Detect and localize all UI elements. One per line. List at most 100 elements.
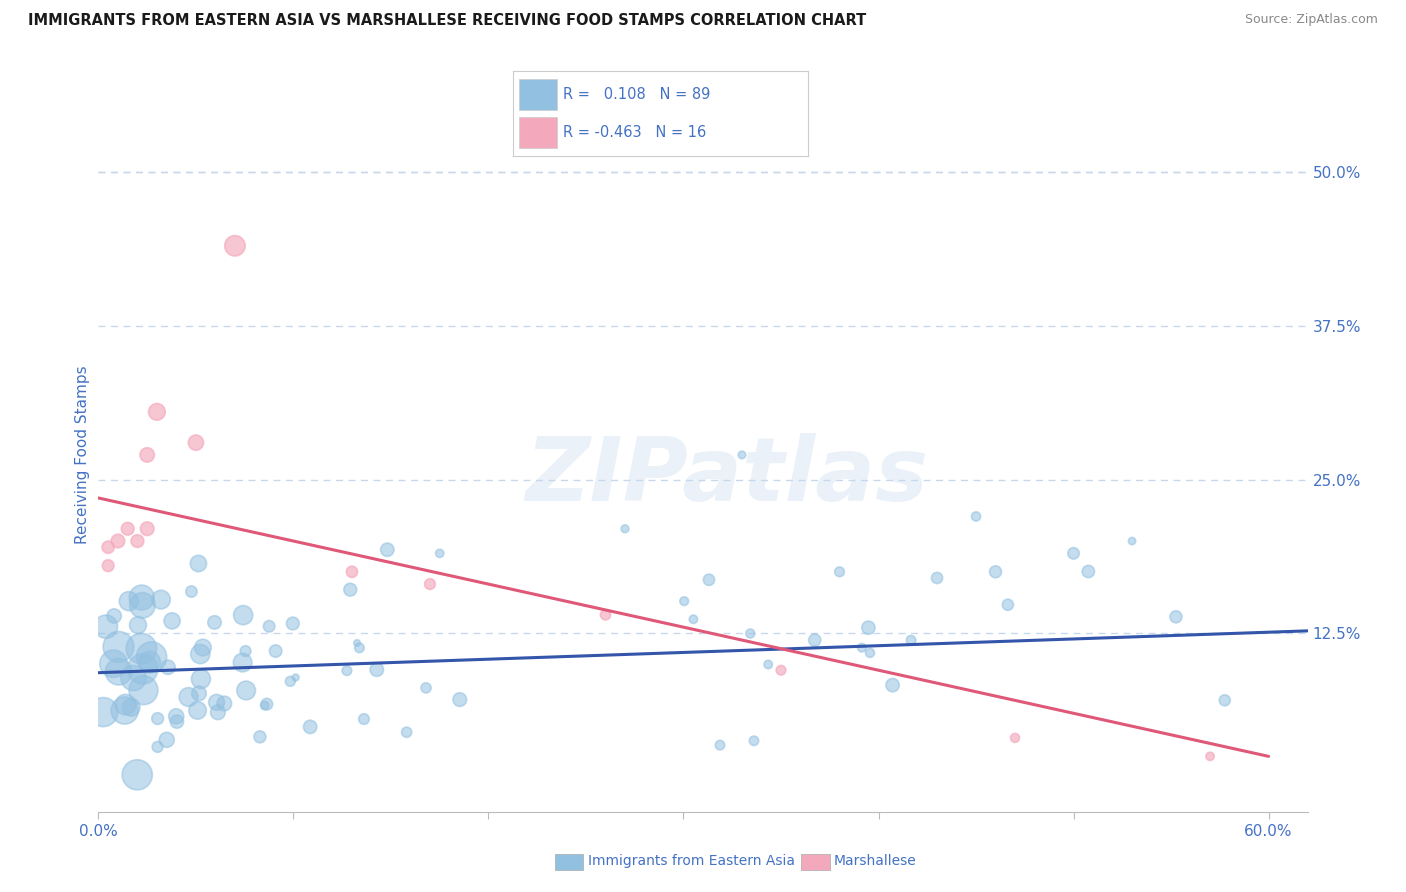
Point [166, 714, 188, 729]
Y-axis label: Receiving Food Stamps: Receiving Food Stamps [75, 366, 90, 544]
Point [595, 607, 617, 622]
Text: IMMIGRANTS FROM EASTERN ASIA VS MARSHALLESE RECEIVING FOOD STAMPS CORRELATION CH: IMMIGRANTS FROM EASTERN ASIA VS MARSHALL… [28, 13, 866, 29]
Point [339, 582, 361, 597]
Point [146, 405, 169, 419]
Point [429, 546, 451, 560]
Point [187, 557, 209, 571]
Point [141, 650, 163, 665]
Point [299, 720, 322, 734]
Point [803, 633, 825, 648]
Point [253, 698, 276, 713]
Point [756, 657, 779, 672]
Point [177, 690, 200, 704]
Point [673, 594, 696, 608]
Text: ZIPatlas: ZIPatlas [526, 433, 929, 520]
Point [340, 565, 363, 579]
Text: R = -0.463   N = 16: R = -0.463 N = 16 [564, 125, 707, 140]
Point [925, 571, 948, 585]
Point [180, 584, 202, 599]
Point [278, 674, 301, 689]
Point [97, 540, 120, 554]
Point [1213, 693, 1236, 707]
Point [614, 522, 637, 536]
Point [346, 636, 368, 650]
Point [138, 655, 160, 669]
Point [1063, 546, 1085, 560]
Point [1004, 731, 1026, 745]
Point [984, 565, 1007, 579]
FancyBboxPatch shape [519, 79, 557, 111]
Point [131, 641, 153, 656]
Point [107, 534, 129, 549]
Point [117, 522, 139, 536]
Point [264, 644, 287, 658]
Point [131, 599, 153, 613]
FancyBboxPatch shape [519, 117, 557, 148]
Point [187, 703, 209, 717]
Point [224, 239, 246, 253]
Text: Immigrants from Eastern Asia: Immigrants from Eastern Asia [588, 854, 794, 868]
Point [349, 640, 371, 655]
Point [191, 640, 214, 655]
Point [697, 573, 720, 587]
Point [742, 733, 765, 747]
Point [188, 686, 211, 700]
Point [114, 704, 136, 718]
Point [127, 768, 149, 782]
Point [256, 697, 278, 711]
Point [190, 672, 212, 686]
Point [828, 565, 851, 579]
Point [731, 448, 754, 462]
Text: Source: ZipAtlas.com: Source: ZipAtlas.com [1244, 13, 1378, 27]
Point [997, 598, 1019, 612]
Point [132, 683, 155, 698]
Point [375, 542, 398, 557]
Point [204, 615, 226, 630]
Point [682, 612, 704, 626]
Point [205, 695, 228, 709]
Point [131, 591, 153, 605]
Point [103, 609, 125, 624]
Point [132, 662, 155, 676]
Point [107, 665, 129, 679]
Point [146, 739, 169, 754]
Point [900, 633, 922, 648]
Point [281, 616, 304, 631]
Point [214, 697, 236, 711]
Point [284, 671, 307, 685]
Point [127, 618, 149, 632]
Point [965, 509, 987, 524]
Point [859, 646, 882, 660]
Point [232, 608, 254, 623]
Point [1164, 609, 1187, 624]
Point [120, 700, 142, 714]
Point [156, 732, 179, 747]
Text: R =   0.108   N = 89: R = 0.108 N = 89 [564, 87, 711, 102]
Point [94, 619, 117, 633]
Point [235, 683, 257, 698]
Point [851, 640, 873, 655]
Text: Marshallese: Marshallese [834, 854, 917, 868]
Point [232, 656, 254, 670]
Point [114, 698, 136, 712]
Point [353, 712, 375, 726]
Point [188, 647, 211, 661]
Point [415, 681, 437, 695]
Point [160, 614, 183, 628]
Point [122, 671, 145, 685]
Point [91, 705, 114, 719]
Point [419, 577, 441, 591]
Point [103, 657, 125, 671]
Point [882, 678, 904, 692]
Point [257, 619, 280, 633]
Point [97, 558, 120, 573]
Point [709, 738, 731, 752]
Point [395, 725, 418, 739]
Point [769, 663, 792, 677]
Point [1199, 749, 1222, 764]
Point [184, 435, 207, 450]
Point [366, 663, 388, 677]
Point [165, 709, 187, 723]
Point [146, 712, 169, 726]
Point [118, 594, 141, 608]
